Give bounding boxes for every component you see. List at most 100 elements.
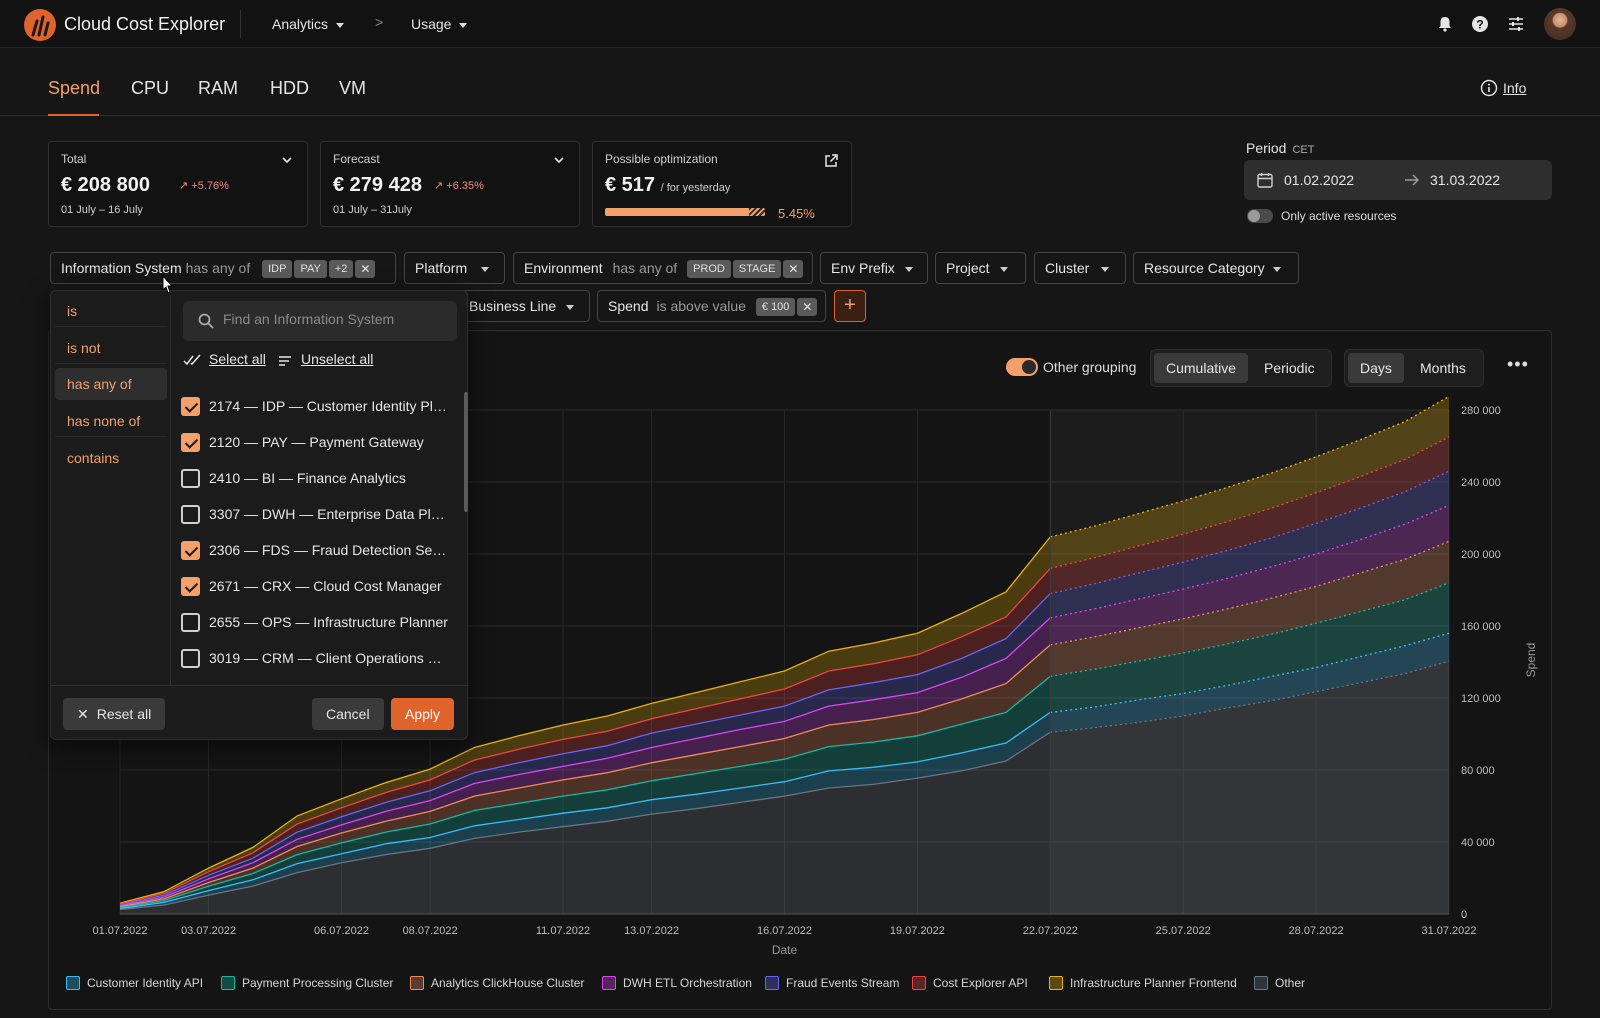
help-icon[interactable]: ? <box>1470 14 1490 34</box>
option-item[interactable]: 2410 — BI — Finance Analytics <box>179 463 451 497</box>
tab-spend[interactable]: Spend <box>48 78 101 98</box>
select-all-link[interactable]: Select all <box>209 351 266 367</box>
add-filter-button[interactable]: + <box>834 290 866 322</box>
cancel-button[interactable]: Cancel <box>312 698 384 730</box>
info-link[interactable]: Info <box>1503 80 1527 96</box>
optimization-card[interactable]: Possible optimization € 517 / for yester… <box>592 141 852 227</box>
option-item[interactable]: 2671 — CRX — Cloud Cost Manager <box>179 571 451 605</box>
filter-information-system[interactable]: Information System has any of IDP PAY +2 ✕ <box>50 252 396 284</box>
chevron-down-icon <box>459 22 468 28</box>
legend-swatch <box>765 976 779 990</box>
legend-item[interactable]: Other <box>1254 976 1305 990</box>
y-tick-label: 40 000 <box>1461 837 1495 849</box>
total-card[interactable]: Total € 208 800 ↗ +5.76% 01 July – 16 Ju… <box>48 141 308 227</box>
forecast-change: ↗ +6.35% <box>434 179 484 192</box>
filter-environment[interactable]: Environment has any of PROD STAGE ✕ <box>513 252 813 284</box>
total-range: 01 July – 16 July <box>61 204 143 216</box>
checkbox[interactable] <box>181 577 200 596</box>
period-picker[interactable]: 01.02.2022 31.03.2022 <box>1244 160 1552 200</box>
optimization-progress-hatch <box>749 208 765 216</box>
filter-resource-category[interactable]: Resource Category <box>1133 252 1299 284</box>
user-avatar[interactable] <box>1544 8 1576 40</box>
legend-label: Analytics ClickHouse Cluster <box>431 976 585 990</box>
option-item[interactable]: 2120 — PAY — Payment Gateway <box>179 427 451 461</box>
legend-item[interactable]: Fraud Events Stream <box>765 976 899 990</box>
other-grouping-toggle[interactable] <box>1006 358 1038 376</box>
option-item[interactable]: 3019 — CRM — Client Operations Portal <box>179 643 451 677</box>
operator-has-none-of[interactable]: has none of <box>55 405 167 437</box>
clear-filter-icon[interactable]: ✕ <box>783 260 804 278</box>
legend-item[interactable]: Infrastructure Planner Frontend <box>1049 976 1237 990</box>
clear-filter-icon[interactable]: ✕ <box>355 260 376 278</box>
optimization-percent: 5.45% <box>778 206 815 221</box>
checkbox[interactable] <box>181 469 200 488</box>
option-item[interactable]: 2174 — IDP — Customer Identity Platform <box>179 391 451 425</box>
checkbox[interactable] <box>181 505 200 524</box>
series-area <box>120 505 1449 907</box>
optimization-progress-bar <box>605 208 765 216</box>
chart-lines <box>119 395 1450 911</box>
tab-vm[interactable]: VM <box>339 78 366 98</box>
info-icon[interactable] <box>1480 79 1498 97</box>
filter-spend[interactable]: Spend is above value € 100 ✕ <box>597 290 826 322</box>
app-logo[interactable] <box>24 9 56 41</box>
chevron-down-icon <box>999 266 1008 272</box>
top-bar: Cloud Cost Explorer Analytics > Usage ? <box>0 0 1600 48</box>
forecast-card[interactable]: Forecast € 279 428 ↗ +6.35% 01 July – 31… <box>320 141 580 227</box>
period-to[interactable]: 31.03.2022 <box>1430 172 1501 188</box>
legend-item[interactable]: Customer Identity API <box>66 976 203 990</box>
legend-item[interactable]: DWH ETL Orchestration <box>602 976 752 990</box>
filter-tag-more: +2 <box>328 260 354 278</box>
operator-is-not[interactable]: is not <box>55 332 167 364</box>
legend-item[interactable]: Payment Processing Cluster <box>221 976 393 990</box>
granularity-days-button[interactable]: Days <box>1348 353 1404 383</box>
tab-cpu[interactable]: CPU <box>131 78 170 98</box>
series-line <box>119 711 1051 910</box>
checkbox[interactable] <box>181 397 200 416</box>
option-list-scrollbar[interactable] <box>464 392 468 512</box>
legend-item[interactable]: Analytics ClickHouse Cluster <box>410 976 584 990</box>
chevron-down-icon[interactable] <box>553 154 565 166</box>
filter-platform[interactable]: Platform <box>404 252 505 284</box>
tab-ram[interactable]: RAM <box>198 78 238 98</box>
legend-label: Customer Identity API <box>87 976 204 990</box>
option-item[interactable]: 2306 — FDS — Fraud Detection Service <box>179 535 451 569</box>
operator-has-any-of[interactable]: has any of <box>55 368 167 400</box>
filter-cluster[interactable]: Cluster <box>1034 252 1126 284</box>
settings-sliders-icon[interactable] <box>1506 14 1526 34</box>
checkbox[interactable] <box>181 433 200 452</box>
unselect-all-link[interactable]: Unselect all <box>301 351 374 367</box>
chevron-down-icon[interactable] <box>281 154 293 166</box>
checkbox[interactable] <box>181 613 200 632</box>
legend-label: Cost Explorer API <box>933 976 1028 990</box>
tab-hdd[interactable]: HDD <box>270 78 309 98</box>
clear-filter-icon[interactable]: ✕ <box>797 298 818 316</box>
nav-analytics-dropdown[interactable]: Analytics <box>272 16 345 32</box>
option-item[interactable]: 2655 — OPS — Infrastructure Planner <box>179 607 451 641</box>
option-item[interactable]: 3307 — DWH — Enterprise Data Platform <box>179 499 451 533</box>
apply-button[interactable]: Apply <box>391 698 455 730</box>
mode-cumulative-button[interactable]: Cumulative <box>1154 353 1249 383</box>
external-link-icon[interactable] <box>823 153 839 169</box>
search-input[interactable] <box>223 311 443 327</box>
operator-is[interactable]: is <box>55 295 167 327</box>
nav-usage-label: Usage <box>411 16 452 32</box>
checkbox[interactable] <box>181 541 200 560</box>
granularity-months-button[interactable]: Months <box>1420 360 1466 376</box>
mode-periodic-button[interactable]: Periodic <box>1264 360 1315 376</box>
legend-swatch <box>66 976 80 990</box>
filter-env-prefix[interactable]: Env Prefix <box>820 252 928 284</box>
active-resources-toggle[interactable] <box>1247 209 1273 223</box>
legend-item[interactable]: Cost Explorer API <box>912 976 1028 990</box>
filter-project[interactable]: Project <box>935 252 1026 284</box>
reset-all-button[interactable]: ✕ Reset all <box>63 698 166 730</box>
arrow-right-icon <box>1405 174 1420 186</box>
operator-contains[interactable]: contains <box>67 450 120 466</box>
filter-operator: has any of <box>185 260 251 276</box>
nav-usage-dropdown[interactable]: Usage <box>411 16 468 32</box>
period-from[interactable]: 01.02.2022 <box>1284 172 1355 188</box>
more-options-icon[interactable]: ••• <box>1507 354 1529 374</box>
filter-business-line[interactable]: Business Line <box>452 290 590 322</box>
bell-icon[interactable] <box>1435 14 1455 34</box>
checkbox[interactable] <box>181 649 200 668</box>
